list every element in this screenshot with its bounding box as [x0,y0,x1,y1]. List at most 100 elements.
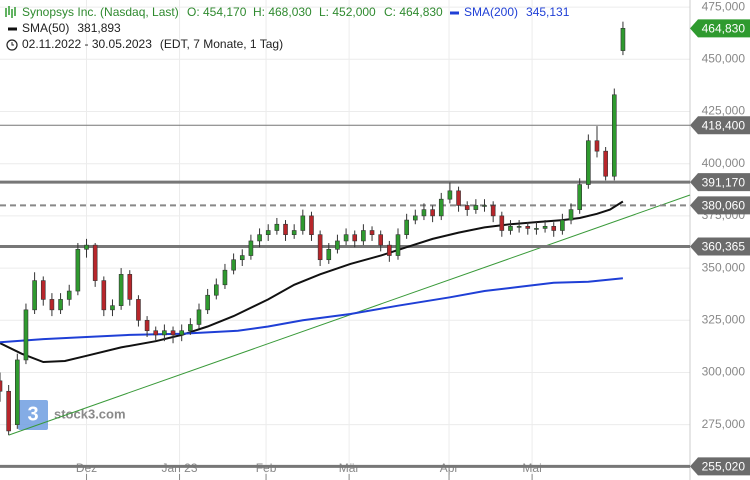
candle-body [58,299,63,311]
candle-body [0,380,3,392]
candle-body [248,240,254,256]
candle-body [49,299,55,311]
candle-body [239,255,245,261]
y-tick-label: 350,000 [702,260,746,274]
candle-body [560,219,565,231]
price-tag [690,19,750,38]
legend-value: 381,893 [77,21,121,35]
x-tick-label: Jan 23 [162,461,198,475]
clock-icon [6,39,18,51]
candle-body [274,223,280,231]
candle-body [516,226,522,228]
instrument-icon [5,6,16,18]
candle-body [438,198,444,217]
y-tick-label: 475,000 [702,0,746,13]
candle-body [317,234,323,261]
price-tag-label: 391,170 [702,175,746,189]
candle-body [343,234,349,242]
svg-text:3: 3 [27,403,38,425]
candle-body [482,205,487,207]
price-tag [690,457,750,476]
candle-body [144,319,150,332]
candle-body [326,248,332,261]
price-tag [690,237,750,256]
candle-body [205,294,210,311]
y-tick-label: 275,000 [702,417,746,431]
candle-body [214,284,219,296]
candle-body [265,230,271,235]
candle-body [611,94,617,177]
candle-body [101,280,107,311]
candle-body [369,230,375,235]
candle-body [170,330,176,336]
candle-body [23,309,29,361]
candle-body [75,248,81,292]
candle-body [473,205,479,210]
ohlc-label: O: 454,170 [187,5,247,19]
candle-body [32,280,37,311]
y-tick-label: 300,000 [702,365,746,379]
price-tag-label: 418,400 [702,118,746,132]
sma-line [0,200,624,364]
candle-body [412,215,418,221]
candle-body [430,209,435,217]
candle-body [404,219,409,235]
candle-body [136,299,141,321]
range-note: (EDT, 7 Monate, 1 Tag) [160,37,283,51]
candle-body [188,324,193,332]
candle-body [179,330,184,336]
candle-body [464,205,470,210]
candle-body [300,215,306,231]
candle-body [421,209,427,217]
candle-body [92,244,98,281]
candle-body [395,234,401,256]
candle-body [40,280,46,300]
x-tick-label: Mär [339,461,360,475]
watermark: stock3.com [54,406,126,421]
candle-body [525,226,531,229]
price-tag [690,116,750,135]
y-tick-label: 450,000 [702,51,746,65]
candle-body [84,244,89,250]
candle-body [378,234,383,246]
candle-body [153,330,159,336]
candle-body [603,150,608,177]
price-tag-label: 255,020 [702,460,746,474]
candle-body [196,309,202,325]
candle-body [291,230,297,235]
candle-body [335,240,340,250]
candle-body [361,230,366,242]
candle-body [620,28,626,51]
y-tick-label: 325,000 [702,312,746,326]
candle-body [508,226,513,231]
x-tick-label: Mai [522,461,541,475]
legend-name: SMA(200) [464,5,518,19]
watermark-logo: 3 [18,400,48,430]
candle-body [456,190,461,206]
candle-body [283,223,288,235]
y-tick-label: 425,000 [702,104,746,118]
price-tag-label: 360,365 [702,240,746,254]
candle-body [577,184,582,210]
candle-body [551,226,557,231]
candle-body [257,234,262,242]
ohlc-label: H: 468,030 [253,5,312,19]
candle-body [490,205,496,217]
candle-body [499,215,505,231]
candle-body [447,190,453,200]
legend-value: 345,131 [526,5,570,19]
candle-body [387,244,392,256]
candle-body [568,209,574,221]
legend-title: Synopsys Inc. (Nasdaq, Last) [22,5,179,19]
price-tag [690,173,750,192]
candle-body [594,140,600,152]
candle-body [118,274,124,306]
candle-body [222,269,228,286]
candle-body [15,359,20,425]
candle-body [352,234,358,242]
ohlc-label: L: 452,000 [319,5,376,19]
x-tick-label: Apr [440,461,459,475]
candle-body [110,305,115,311]
